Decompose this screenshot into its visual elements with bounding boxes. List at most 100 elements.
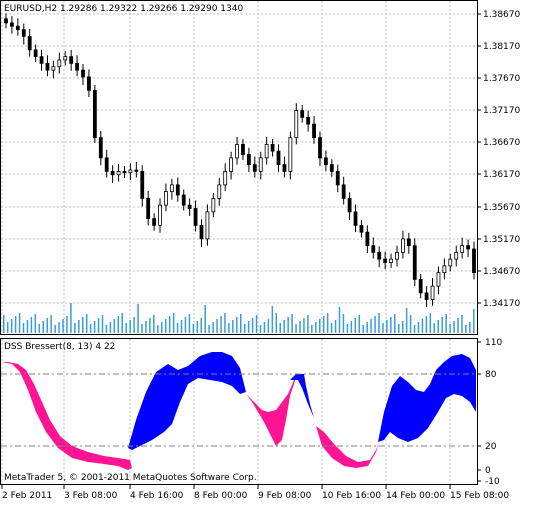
candle-body [158,204,162,226]
volume-bar [307,315,309,333]
candle-body [276,150,281,166]
volume-bar [14,316,17,333]
candle-body [235,143,239,159]
price-tick: 1.37670 [483,74,520,84]
volume-bar [465,325,467,333]
candle-body [312,123,316,139]
candle-body [128,169,133,174]
candle-body [371,245,376,253]
volume-bar [394,314,396,333]
volume-bar [315,322,317,333]
candle-body [229,157,234,172]
time-tick: 4 Feb 16:00 [130,491,184,501]
volume-bar [378,313,380,333]
volume-bar [216,319,218,333]
volume-bar [405,308,408,333]
volume-bar [10,319,13,333]
candle-body [418,278,423,294]
candle-body [223,170,228,186]
candle-body [21,29,26,37]
volume-bar [271,306,274,333]
volume-bars [3,303,475,333]
price-tick: 1.36670 [483,138,520,148]
candle-body [377,251,382,260]
volume-bar [362,325,364,333]
volume-bar [200,318,202,333]
volume-bar [78,320,80,333]
volume-bar [409,315,412,333]
candle-body [264,143,269,159]
volume-bar [338,307,341,333]
volume-bar [26,320,29,333]
volume-bar [461,315,463,333]
volume-bar [330,323,333,333]
volume-bar [157,325,159,333]
volume-bar [192,324,195,333]
volume-bar [54,325,56,333]
volume-bar [188,314,191,333]
dss-bearish-area-1 [2,362,132,470]
indicator-pane-header: DSS Bressert(8, 13) 4 22 [4,342,115,352]
candle-body [454,251,459,260]
main-pane-frame [0,0,478,335]
volume-bar [149,318,151,333]
volume-bar [153,315,155,333]
candle-body [116,170,121,176]
volume-bar [473,309,475,333]
volume-bar [168,316,171,333]
price-tick: 1.35670 [483,203,520,213]
volume-bar [449,324,451,333]
candle-body [134,169,139,172]
candle-body [104,157,109,172]
volume-bar [346,324,349,333]
volume-bar [291,314,293,333]
volume-bar [208,325,210,333]
candle-body [442,265,447,274]
volume-bar [433,323,436,333]
candle-body [4,18,8,24]
volume-bar [220,316,222,333]
time-tick: 14 Feb 00:00 [386,491,445,501]
volume-bar [97,318,100,333]
volume-bar [437,320,439,333]
candle-body [33,49,38,58]
candle-body [15,25,20,31]
volume-bar [247,321,250,333]
candle-body [39,56,44,64]
volume-bar [133,317,135,333]
candle-body [329,164,334,172]
volume-bar [176,323,179,333]
volume-bar [421,319,424,333]
volume-bar [374,316,376,333]
volume-bar [164,319,167,333]
volume-bar [172,313,175,333]
candle-body [199,224,204,240]
volume-bar [82,317,84,333]
main-pane-header: EURUSD,H2 1.29286 1.29322 1.29266 1.2929… [4,4,243,14]
candle-body [436,272,441,287]
volume-bar [259,325,262,333]
level-tick: -10 [485,477,500,487]
candle-body [92,89,97,139]
volume-bar [425,316,428,333]
volume-bar [267,319,270,333]
volume-bar [22,323,25,333]
volume-bar [113,319,116,333]
volume-bar [6,322,9,333]
candle-body [395,251,399,260]
candle-body [27,35,32,51]
volume-bar [34,314,37,333]
volume-bar [401,321,404,333]
candle-body [448,258,453,267]
candle-body [152,218,157,226]
volume-bar [386,320,388,333]
candle-body [69,56,74,64]
volume-bar [311,325,313,333]
volume-bar [129,320,131,333]
candle-body [98,137,103,159]
level-tick: 0 [485,466,491,476]
volume-bar [319,319,321,333]
grid-lines [1,1,477,484]
dss-histogram [2,352,476,470]
